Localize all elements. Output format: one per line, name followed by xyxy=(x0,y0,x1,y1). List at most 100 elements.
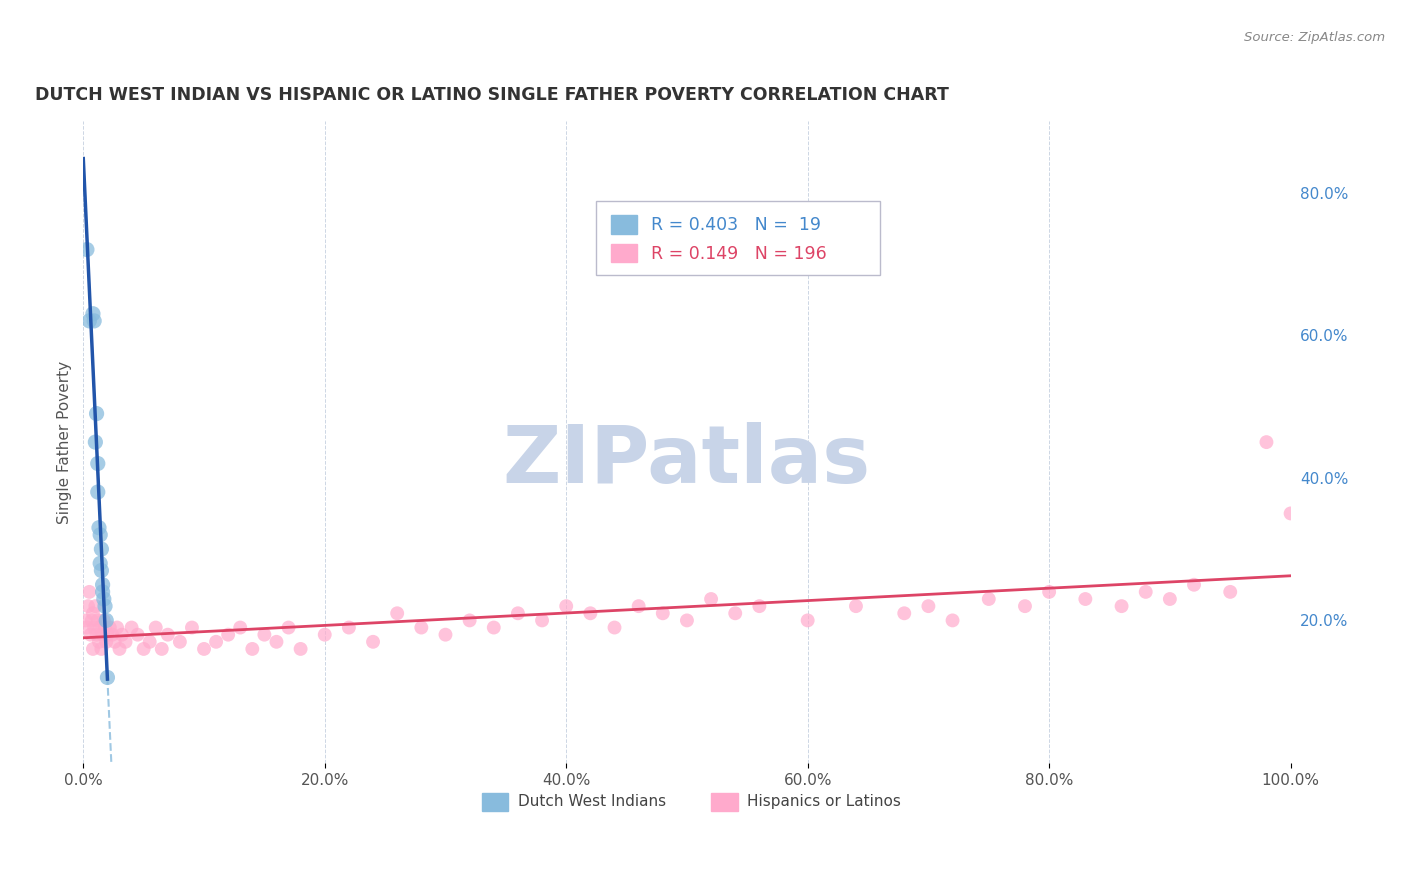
Point xyxy=(1111,599,1133,614)
Point xyxy=(579,607,602,621)
Point xyxy=(87,614,110,628)
Point xyxy=(156,628,179,642)
Point xyxy=(193,642,215,657)
Point xyxy=(531,614,554,628)
Point xyxy=(93,614,115,628)
Point xyxy=(82,642,104,657)
Y-axis label: Single Father Poverty: Single Father Poverty xyxy=(58,360,72,524)
Point xyxy=(217,628,239,642)
Point xyxy=(121,621,143,635)
Point xyxy=(89,557,111,571)
Point xyxy=(87,457,110,471)
Point xyxy=(941,614,963,628)
Point xyxy=(1159,592,1181,607)
Point xyxy=(108,642,131,657)
Point xyxy=(127,628,149,642)
FancyBboxPatch shape xyxy=(596,202,880,276)
Point xyxy=(434,628,457,642)
Point xyxy=(1279,507,1302,521)
Point xyxy=(98,621,121,635)
Point xyxy=(240,642,263,657)
Point xyxy=(676,614,699,628)
Point xyxy=(91,585,114,599)
Point xyxy=(229,621,252,635)
Point xyxy=(314,628,336,642)
Point xyxy=(76,243,98,257)
Point xyxy=(89,528,111,542)
Point xyxy=(79,585,101,599)
Bar xyxy=(482,793,508,811)
Point xyxy=(506,607,529,621)
Point xyxy=(796,614,818,628)
Point xyxy=(86,407,108,421)
Point xyxy=(145,621,167,635)
Point xyxy=(79,314,101,328)
Point xyxy=(845,599,868,614)
Point xyxy=(603,621,626,635)
Point xyxy=(337,621,360,635)
Point xyxy=(977,592,1000,607)
Point xyxy=(277,621,299,635)
Text: DUTCH WEST INDIAN VS HISPANIC OR LATINO SINGLE FATHER POVERTY CORRELATION CHART: DUTCH WEST INDIAN VS HISPANIC OR LATINO … xyxy=(35,87,949,104)
Point xyxy=(1135,585,1157,599)
Point xyxy=(114,635,136,649)
Point xyxy=(96,670,118,684)
Point xyxy=(266,635,288,649)
Point xyxy=(181,621,204,635)
Point xyxy=(82,607,104,621)
Point xyxy=(89,621,111,635)
Point xyxy=(1038,585,1060,599)
Point xyxy=(205,635,228,649)
Point xyxy=(75,614,97,628)
Point xyxy=(132,642,155,657)
Point xyxy=(105,621,128,635)
Point xyxy=(96,614,118,628)
Point xyxy=(90,642,112,657)
Point xyxy=(138,635,160,649)
Text: R = 0.149   N = 196: R = 0.149 N = 196 xyxy=(651,245,827,263)
Point xyxy=(87,635,110,649)
Point xyxy=(104,635,127,649)
Point xyxy=(150,642,173,657)
Point xyxy=(96,628,118,642)
Text: ZIPatlas: ZIPatlas xyxy=(503,423,872,500)
Bar xyxy=(610,215,637,234)
Bar xyxy=(711,793,738,811)
Point xyxy=(1256,435,1278,450)
Point xyxy=(80,614,103,628)
Point xyxy=(253,628,276,642)
Point xyxy=(84,435,107,450)
Point xyxy=(385,607,408,621)
Text: Dutch West Indians: Dutch West Indians xyxy=(517,794,666,809)
Point xyxy=(96,635,118,649)
Bar xyxy=(610,244,637,262)
Point xyxy=(917,599,939,614)
Point xyxy=(1074,592,1097,607)
Point xyxy=(724,607,747,621)
Point xyxy=(1014,599,1036,614)
Point xyxy=(169,635,191,649)
Point xyxy=(482,621,505,635)
Point xyxy=(84,599,107,614)
Point xyxy=(77,599,100,614)
Point xyxy=(91,628,114,642)
Point xyxy=(82,307,104,321)
Point xyxy=(94,621,117,635)
Text: Source: ZipAtlas.com: Source: ZipAtlas.com xyxy=(1244,31,1385,45)
Point xyxy=(651,607,673,621)
Text: Hispanics or Latinos: Hispanics or Latinos xyxy=(748,794,901,809)
Point xyxy=(748,599,770,614)
Point xyxy=(83,314,105,328)
Point xyxy=(1182,578,1205,592)
Point xyxy=(94,599,117,614)
Point xyxy=(86,628,108,642)
Point xyxy=(90,542,112,557)
Point xyxy=(87,485,110,500)
Point xyxy=(90,564,112,578)
Point xyxy=(893,607,915,621)
Point xyxy=(79,628,101,642)
Point xyxy=(87,521,110,535)
Point xyxy=(700,592,723,607)
Point xyxy=(111,628,134,642)
Point xyxy=(555,599,578,614)
